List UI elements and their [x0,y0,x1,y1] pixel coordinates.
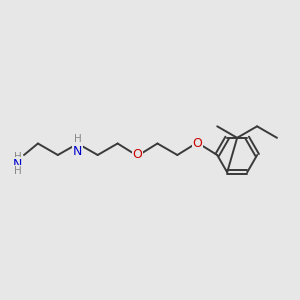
Text: O: O [133,148,142,161]
Text: H: H [74,134,82,143]
Text: N: N [73,145,83,158]
Text: N: N [12,158,22,170]
Text: O: O [192,137,202,150]
Text: H: H [14,152,22,162]
Text: H: H [14,166,22,176]
